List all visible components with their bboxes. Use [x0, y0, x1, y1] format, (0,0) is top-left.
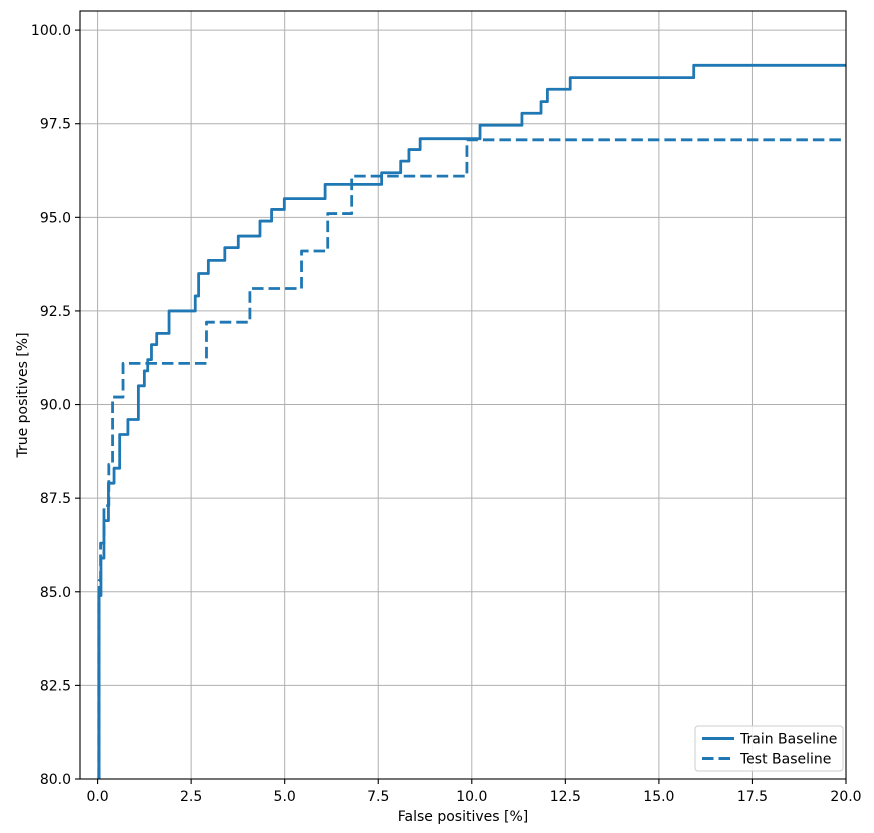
x-tick-label: 5.0 [274, 789, 296, 805]
x-tick-label: 7.5 [367, 789, 389, 805]
plot-border [79, 10, 847, 780]
y-tick-label: 100.0 [31, 23, 71, 39]
y-tick-label: 90.0 [40, 398, 71, 414]
y-tick-label: 85.0 [40, 585, 71, 601]
series [97, 63, 846, 779]
x-axis-label: False positives [%] [398, 809, 528, 825]
y-axis-label: True positives [%] [15, 332, 31, 458]
x-tick-label: 2.5 [180, 789, 202, 805]
x-tick-label: 0.0 [86, 789, 108, 805]
grid [80, 11, 847, 780]
legend-label-test: Test Baseline [739, 752, 831, 768]
x-tick-label: 10.0 [456, 789, 487, 805]
y-tick-label: 97.5 [40, 117, 71, 133]
axes: 0.0 2.5 5.0 7.5 10.0 12.5 15.0 17.5 20.0 80.0 82.5… [31, 10, 862, 805]
x-tick-label: 20.0 [830, 789, 861, 805]
y-tick-label: 95.0 [40, 210, 71, 226]
test-baseline-line [97, 138, 846, 779]
train-baseline-line [97, 63, 846, 779]
y-tick-label: 92.5 [40, 304, 71, 320]
y-tick-label: 80.0 [40, 772, 71, 788]
legend-label-train: Train Baseline [739, 732, 837, 748]
legend: Train Baseline Test Baseline [694, 725, 844, 772]
x-tick-label: 12.5 [550, 789, 581, 805]
x-tick-label: 15.0 [643, 789, 674, 805]
y-tick-label: 82.5 [40, 678, 71, 694]
x-tick-label: 17.5 [737, 789, 768, 805]
y-tick-label: 87.5 [40, 491, 71, 507]
